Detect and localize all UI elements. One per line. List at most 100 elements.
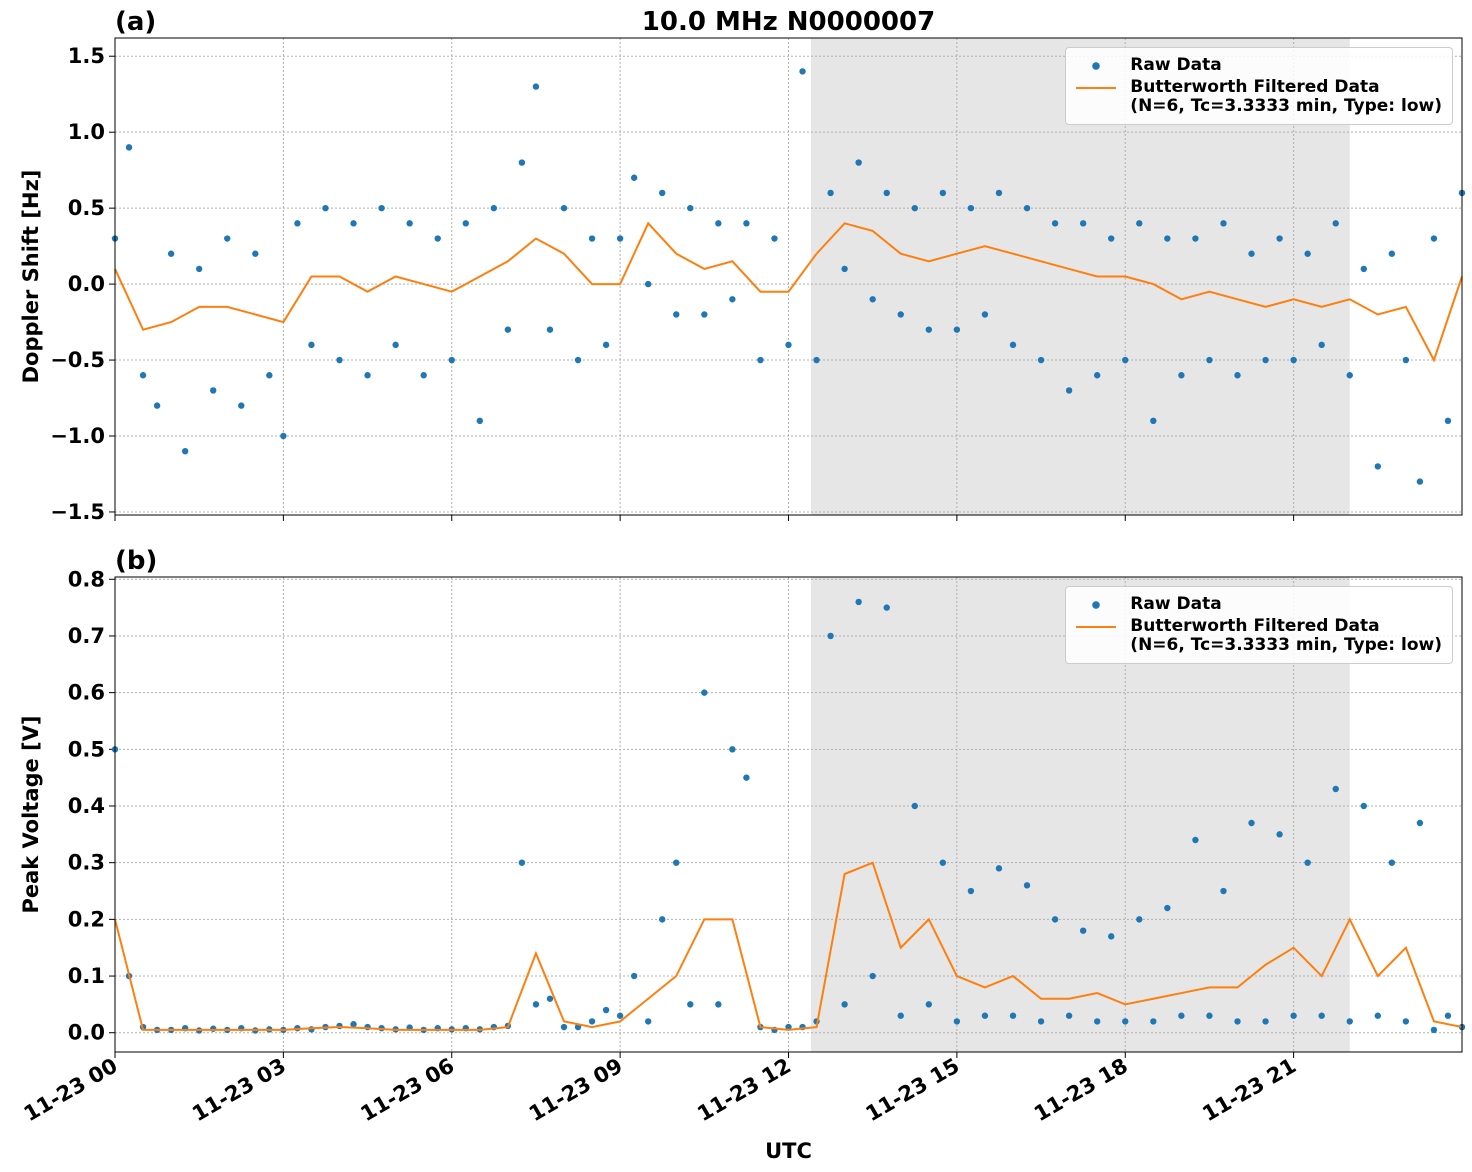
raw-point — [1416, 478, 1424, 485]
raw-point — [616, 1012, 624, 1019]
raw-point — [266, 372, 273, 379]
raw-point — [336, 356, 343, 364]
filtered-line — [114, 221, 1463, 363]
raw-point — [701, 311, 708, 318]
raw-point — [897, 1012, 904, 1019]
y-tick-label: −0.5 — [50, 348, 105, 372]
raw-point — [1065, 387, 1073, 394]
raw-point — [1444, 417, 1452, 425]
raw-point — [995, 189, 1003, 197]
raw-point — [153, 402, 161, 409]
raw-point — [518, 159, 526, 166]
raw-point — [252, 250, 259, 257]
legend-label: Raw Data — [1130, 594, 1222, 614]
raw-point — [1192, 235, 1199, 242]
raw-point — [630, 174, 638, 181]
y-axis-label: Peak Voltage [V] — [19, 715, 43, 913]
raw-point — [701, 689, 708, 696]
legend-entry: Butterworth Filtered Data (N=6, Tc=3.333… — [1076, 78, 1442, 116]
raw-point — [181, 447, 189, 455]
raw-point — [1136, 220, 1143, 227]
raw-point — [602, 1006, 610, 1014]
legend-entry: Butterworth Filtered Data (N=6, Tc=3.333… — [1076, 617, 1442, 655]
raw-point — [995, 865, 1003, 872]
x-tick-label: 11-23 06 — [356, 1054, 458, 1127]
x-tick-label: 11-23 18 — [1030, 1054, 1132, 1127]
raw-point — [1318, 1012, 1325, 1019]
raw-point — [981, 1012, 989, 1019]
raw-point — [546, 995, 554, 1002]
raw-point — [1009, 341, 1017, 349]
y-tick-label: 0.6 — [68, 681, 105, 705]
raw-point — [336, 1022, 343, 1030]
raw-point — [1122, 1018, 1129, 1025]
y-tick-label: 0.7 — [68, 624, 105, 648]
raw-point — [210, 387, 217, 394]
raw-point — [1164, 904, 1171, 912]
raw-point — [1051, 220, 1059, 227]
plot-frame — [114, 37, 1463, 516]
raw-point — [532, 83, 540, 90]
raw-point — [1346, 1018, 1353, 1025]
raw-point — [167, 250, 175, 257]
legend: Raw Data Butterworth Filtered Data (N=6, … — [1065, 586, 1453, 664]
raw-point — [560, 1023, 568, 1031]
raw-point — [406, 220, 413, 227]
raw-point — [757, 356, 764, 364]
raw-point — [1276, 831, 1283, 838]
raw-point — [350, 220, 357, 227]
raw-point — [1023, 204, 1031, 212]
raw-point — [785, 1023, 792, 1031]
raw-point — [1388, 859, 1396, 866]
raw-point — [195, 265, 203, 273]
raw-point — [1374, 463, 1382, 470]
raw-point — [350, 1021, 357, 1028]
raw-point — [532, 1001, 540, 1008]
y-tick-label: 0.3 — [68, 851, 105, 875]
raw-point — [883, 189, 890, 197]
raw-point — [1444, 1012, 1452, 1019]
y-axis-label: Doppler Shift [Hz] — [19, 170, 43, 384]
raw-point — [659, 916, 666, 923]
raw-point — [1248, 819, 1255, 827]
raw-point — [1093, 372, 1101, 379]
x-tick-label: 11-23 00 — [20, 1054, 122, 1127]
raw-point — [1360, 802, 1367, 810]
legend-label: Raw Data — [1130, 55, 1222, 75]
raw-point — [1402, 356, 1410, 364]
raw-point — [1430, 1026, 1438, 1034]
raw-point — [855, 159, 862, 166]
raw-point — [560, 204, 568, 212]
raw-point — [434, 235, 441, 242]
raw-point — [1360, 265, 1367, 273]
raw-point — [1388, 250, 1396, 257]
y-tick-label: 0.4 — [68, 794, 105, 818]
panel-label: (a) — [115, 7, 156, 37]
raw-point — [490, 204, 498, 212]
raw-point — [1051, 916, 1059, 923]
raw-point — [841, 1001, 848, 1008]
raw-point — [743, 774, 750, 781]
y-tick-label: 0.5 — [68, 737, 105, 761]
raw-point — [1402, 1018, 1410, 1025]
raw-point — [1304, 250, 1311, 257]
legend-key — [1076, 56, 1117, 76]
y-tick-label: 0.5 — [68, 196, 105, 220]
raw-point — [687, 1001, 694, 1008]
filtered-line — [114, 861, 1463, 1031]
raw-point — [1178, 372, 1185, 379]
raw-point — [1136, 916, 1143, 923]
raw-point — [1262, 1018, 1269, 1025]
plot-frame — [114, 576, 1463, 1053]
y-tick-label: −1.0 — [50, 424, 105, 448]
raw-point — [588, 235, 596, 242]
y-tick-label: 0.0 — [68, 1021, 105, 1045]
panel-label: (b) — [115, 546, 157, 576]
raw-point — [659, 189, 666, 197]
raw-point — [1220, 220, 1227, 227]
raw-point — [1304, 859, 1311, 866]
raw-point — [813, 356, 820, 364]
raw-point — [911, 802, 918, 810]
raw-point — [673, 859, 680, 866]
